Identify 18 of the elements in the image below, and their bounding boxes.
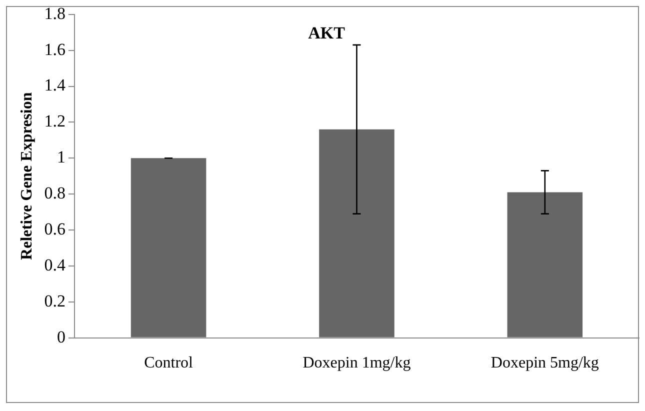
y-tick-label: 1.8	[44, 4, 66, 23]
bar	[319, 129, 394, 338]
y-axis-title: Reletive Gene Expresion	[18, 92, 36, 260]
y-tick-label: 0	[56, 327, 66, 346]
x-tick-label: Doxepin 1mg/kg	[302, 354, 411, 372]
y-tick-label: 1	[56, 148, 66, 167]
x-tick-label: Control	[144, 354, 194, 372]
y-tick-label: 0.2	[44, 291, 66, 310]
y-tick-label: 0.4	[44, 255, 66, 274]
x-tick-label: Doxepin 5mg/kg	[490, 354, 599, 372]
bar	[507, 192, 583, 338]
y-tick-label: 1.6	[44, 40, 66, 59]
y-tick-label: 1.2	[44, 112, 66, 131]
y-tick-label: 0.8	[44, 184, 66, 203]
bar	[130, 158, 206, 338]
y-tick-label: 1.4	[44, 76, 66, 95]
text: AKT	[308, 24, 346, 43]
y-tick-label: 0.6	[44, 219, 66, 238]
